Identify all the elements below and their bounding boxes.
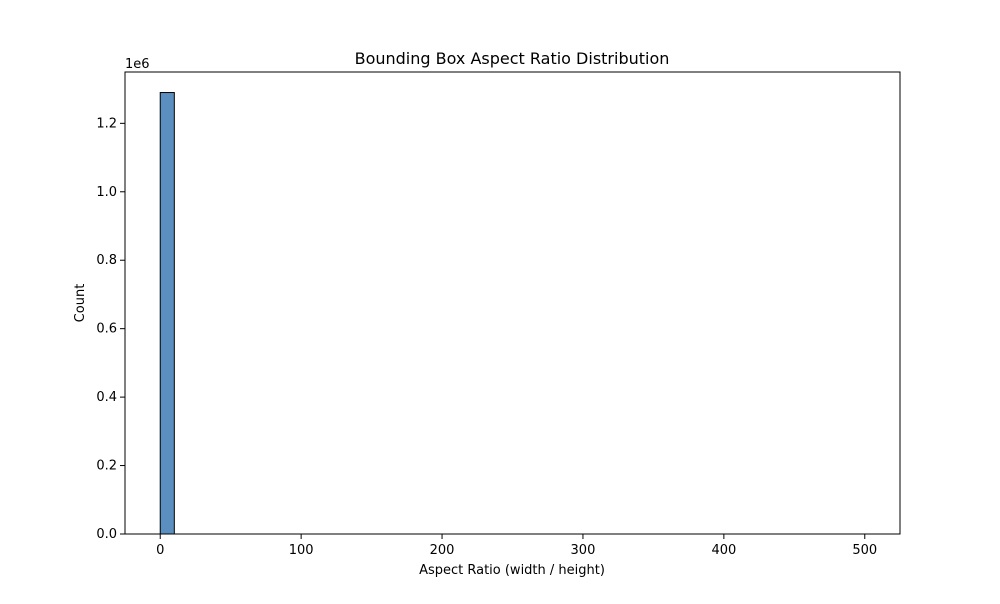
x-tick-label-5: 500: [852, 543, 877, 558]
y-tick-label-0: 0.0: [96, 527, 117, 542]
y-tick-label-4: 0.8: [96, 253, 117, 268]
plot-area-frame: [124, 71, 901, 535]
y-axis-ticks: 0.0 0.2 0.4 0.6 0.8 1.0 1.2: [96, 116, 125, 542]
y-tick-label-3: 0.6: [96, 322, 117, 337]
x-axis-ticks: 0 100 200 300 400 500: [156, 534, 877, 558]
x-axis-label: Aspect Ratio (width / height): [419, 563, 605, 578]
chart-title: Bounding Box Aspect Ratio Distribution: [355, 49, 670, 68]
y-tick-label-1: 0.2: [96, 459, 117, 474]
x-tick-label-0: 0: [156, 543, 164, 558]
y-tick-label-2: 0.4: [96, 390, 117, 405]
x-tick-label-3: 300: [571, 543, 596, 558]
y-offset-label: 1e6: [125, 57, 150, 72]
histogram-bars: [159, 92, 175, 535]
y-axis-label: Count: [73, 284, 88, 323]
y-tick-label-5: 1.0: [96, 185, 117, 200]
x-tick-label-1: 100: [289, 543, 314, 558]
histogram-bar-0: [159, 92, 175, 535]
x-tick-label-2: 200: [430, 543, 455, 558]
x-tick-label-4: 400: [711, 543, 736, 558]
y-tick-label-6: 1.2: [96, 116, 117, 131]
